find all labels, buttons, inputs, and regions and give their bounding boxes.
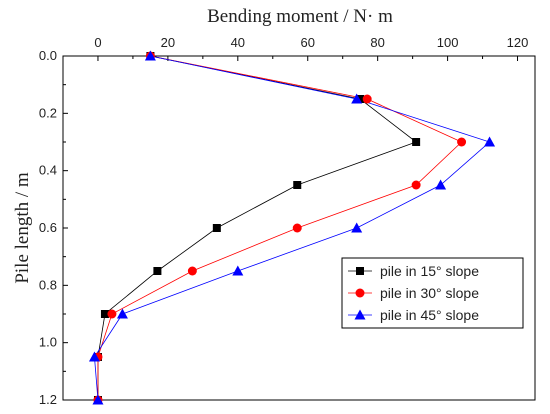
series-3-point — [435, 179, 447, 190]
series-3-point — [232, 265, 244, 276]
series-line-2 — [97, 55, 463, 400]
y-axis-title: Pile length / m — [12, 172, 33, 284]
y-tick-label: 0.0 — [39, 48, 57, 63]
series-2-point — [457, 137, 467, 147]
series-1-point — [153, 267, 162, 275]
axis-ticks: 0 20 40 60 80 100 120 0.0 0.2 0.4 0.6 0.8 1.0 1.2 — [39, 35, 528, 407]
series-3-point — [351, 93, 363, 104]
series-3-point — [92, 394, 104, 405]
x-axis-title: Bending moment / N· m — [207, 6, 393, 27]
legend-label: pile in 45° slope — [380, 307, 479, 323]
series-line-3 — [94, 55, 491, 401]
series-1-point — [412, 138, 421, 146]
legend: pile in 15° slope pile in 30° slope pile i… — [341, 257, 524, 329]
legend-box — [341, 257, 524, 329]
series-1-point — [100, 310, 109, 318]
series-3-point — [88, 351, 100, 362]
series-2-point — [107, 309, 117, 319]
series-1-point — [293, 181, 302, 189]
series-3-point — [484, 136, 496, 147]
legend-marker — [355, 288, 365, 298]
x-tick-label: 20 — [161, 35, 175, 50]
series-3-point — [116, 308, 128, 319]
series-2-point — [292, 223, 302, 233]
x-tick-label: 120 — [507, 35, 529, 50]
x-tick-label: 80 — [370, 35, 384, 50]
legend-label: pile in 15° slope — [380, 263, 479, 279]
x-tick-label: 40 — [231, 35, 245, 50]
legend-marker — [354, 309, 366, 320]
series-markers — [88, 50, 496, 405]
series-1-point — [212, 224, 221, 232]
y-tick-label: 0.8 — [39, 277, 57, 292]
y-tick-label: 0.6 — [39, 220, 57, 235]
y-tick-label: 1.2 — [39, 392, 57, 407]
x-tick-label: 100 — [437, 35, 459, 50]
y-tick-label: 1.0 — [39, 335, 57, 350]
series-3-point — [351, 222, 363, 233]
series-1-point — [356, 95, 365, 103]
series-3-point — [144, 50, 156, 61]
series-line-1 — [97, 55, 417, 400]
y-tick-label: 0.2 — [39, 105, 57, 120]
legend-label: pile in 30° slope — [380, 285, 479, 301]
series-2-point — [411, 180, 421, 190]
x-tick-label: 0 — [94, 35, 101, 50]
legend-marker — [356, 267, 364, 275]
y-tick-label: 0.4 — [39, 163, 57, 178]
series-2-point — [362, 94, 372, 104]
series-lines — [94, 55, 491, 401]
series-2-point — [187, 266, 197, 276]
x-tick-label: 60 — [301, 35, 315, 50]
